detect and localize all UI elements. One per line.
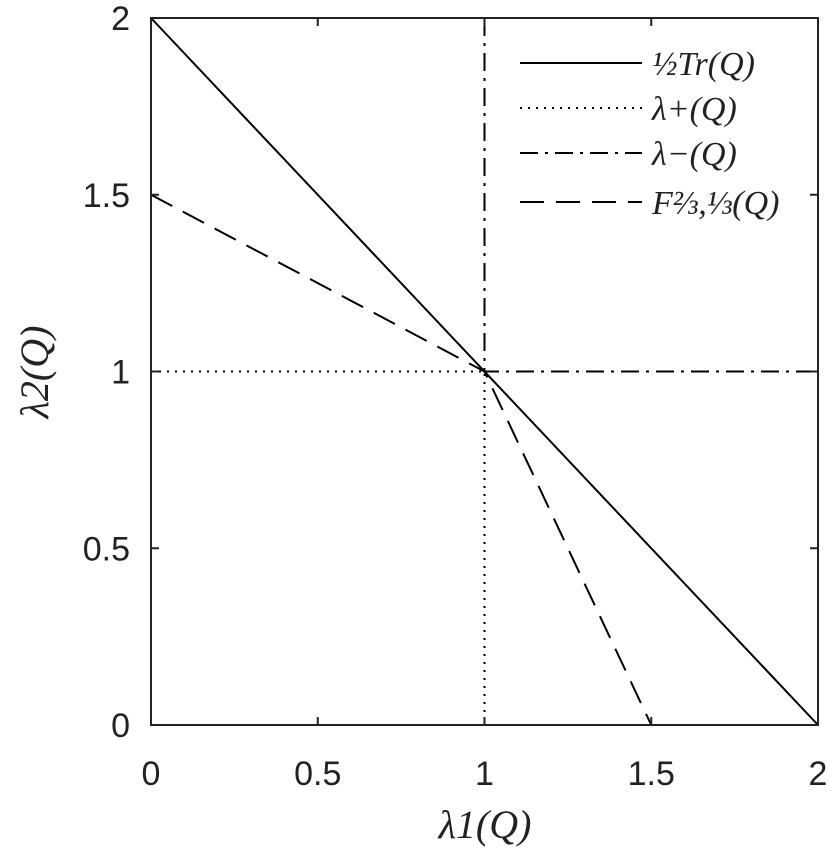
x-tick-label: 1 — [475, 755, 494, 793]
x-tick-label: 1.5 — [628, 755, 675, 793]
legend-label: ½Tr(Q) — [652, 46, 755, 83]
y-tick-label: 1 — [111, 354, 130, 392]
legend-label: λ+(Q) — [651, 91, 737, 128]
x-axis-title: λ1(Q) — [438, 802, 532, 847]
y-tick-label: 0 — [111, 707, 130, 745]
x-tick-label: 2 — [809, 755, 828, 793]
legend-label: F⅔,⅓(Q) — [651, 185, 779, 222]
x-tick-label: 0.5 — [294, 755, 341, 793]
y-tick-label: 0.5 — [83, 530, 130, 568]
series-line-dotted — [151, 370, 486, 725]
tick-labels: 0 0.5 1 1.5 2 0 0.5 1 1.5 2 — [83, 0, 828, 793]
x-tick-label: 0 — [142, 755, 161, 793]
plot-lines — [150, 17, 819, 726]
y-axis-title: λ2(Q) — [12, 326, 57, 420]
legend: ½Tr(Q) λ+(Q) λ−(Q) F⅔,⅓(Q) — [520, 46, 779, 222]
axis-ticks — [150, 17, 819, 726]
y-tick-label: 2 — [111, 0, 130, 38]
y-tick-label: 1.5 — [83, 177, 130, 215]
legend-label: λ−(Q) — [651, 136, 737, 173]
series-line-dashed — [150, 193, 653, 726]
